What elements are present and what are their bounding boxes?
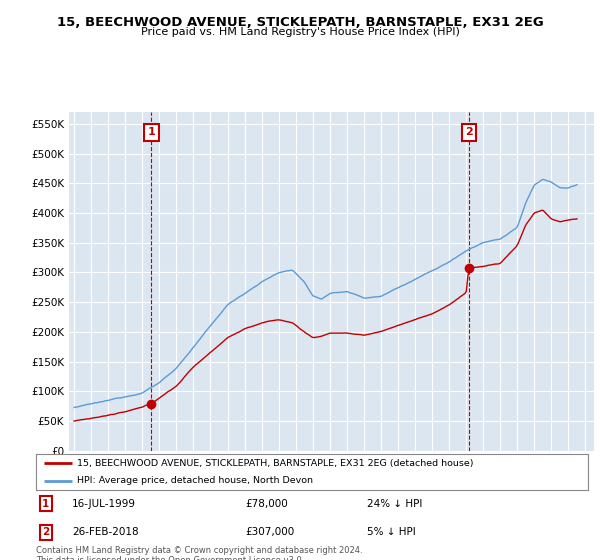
Text: 2: 2: [465, 127, 473, 137]
Text: 16-JUL-1999: 16-JUL-1999: [72, 499, 136, 509]
Text: 15, BEECHWOOD AVENUE, STICKLEPATH, BARNSTAPLE, EX31 2EG: 15, BEECHWOOD AVENUE, STICKLEPATH, BARNS…: [56, 16, 544, 29]
Text: £78,000: £78,000: [246, 499, 289, 509]
Text: Price paid vs. HM Land Registry's House Price Index (HPI): Price paid vs. HM Land Registry's House …: [140, 27, 460, 37]
Text: HPI: Average price, detached house, North Devon: HPI: Average price, detached house, Nort…: [77, 477, 313, 486]
Text: 2: 2: [43, 527, 50, 537]
Text: 1: 1: [148, 127, 155, 137]
Text: 15, BEECHWOOD AVENUE, STICKLEPATH, BARNSTAPLE, EX31 2EG (detached house): 15, BEECHWOOD AVENUE, STICKLEPATH, BARNS…: [77, 459, 474, 468]
Text: 26-FEB-2018: 26-FEB-2018: [72, 527, 139, 537]
Text: 1: 1: [43, 499, 50, 509]
Text: 5% ↓ HPI: 5% ↓ HPI: [367, 527, 416, 537]
Text: 24% ↓ HPI: 24% ↓ HPI: [367, 499, 422, 509]
Text: Contains HM Land Registry data © Crown copyright and database right 2024.
This d: Contains HM Land Registry data © Crown c…: [36, 546, 362, 560]
Text: £307,000: £307,000: [246, 527, 295, 537]
